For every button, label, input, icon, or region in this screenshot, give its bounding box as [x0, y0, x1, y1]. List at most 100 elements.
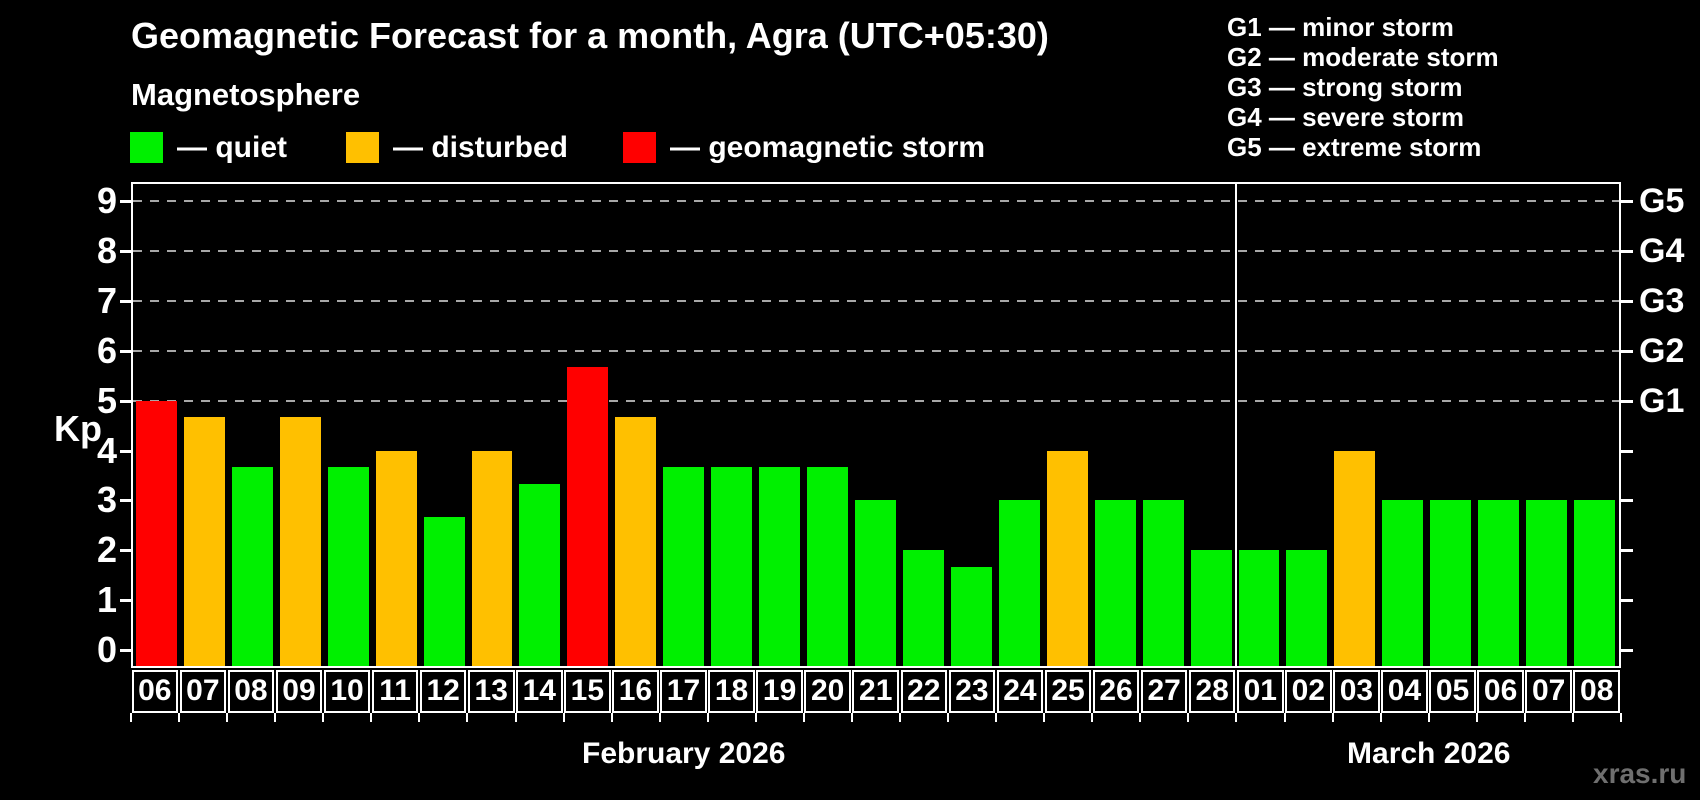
y-tick-right-1 [1621, 599, 1633, 603]
y-tick-label-1: 1 [96, 579, 117, 621]
kp-bar-day-28 [1190, 550, 1232, 666]
day-label-05: 05 [1429, 670, 1476, 713]
legend-label-disturbed: — disturbed [393, 130, 569, 164]
kp-bar-day-18 [711, 467, 753, 666]
kp-bar-day-06 [136, 400, 177, 666]
y-tick-left-3 [120, 499, 131, 503]
y-tick-left-6 [120, 349, 131, 353]
y-tick-left-8 [120, 250, 131, 254]
y-tick-right-9 [1621, 200, 1633, 204]
chart-title: Geomagnetic Forecast for a month, Agra (… [131, 15, 1049, 56]
y-tick-right-4 [1621, 449, 1633, 453]
y-tick-right-5 [1621, 399, 1633, 403]
day-label-14: 14 [516, 670, 563, 713]
day-label-07: 07 [179, 670, 227, 713]
y-tick-right-0 [1621, 649, 1633, 652]
gridline-kp8 [133, 250, 1619, 253]
watermark: xras.ru [1593, 758, 1687, 789]
x-boundary-tick-10 [610, 713, 613, 722]
day-label-24: 24 [996, 670, 1044, 713]
x-boundary-tick-24 [1283, 713, 1286, 722]
y-tick-label-9: 9 [96, 180, 117, 222]
month-separator [1234, 184, 1237, 666]
x-boundary-tick-21 [1139, 713, 1142, 722]
gridline-kp6 [133, 349, 1619, 352]
y-tick-label-2: 2 [96, 529, 117, 571]
g-legend-line-3: G3 — strong storm [1227, 72, 1463, 102]
kp-bar-day-20 [807, 467, 849, 666]
y-tick-left-4 [120, 449, 131, 453]
day-label-13: 13 [467, 670, 515, 713]
x-boundary-tick-16 [899, 713, 902, 722]
y-tick-label-6: 6 [96, 329, 117, 371]
g-legend-line-4: G4 — severe storm [1227, 102, 1465, 132]
kp-bar-day-15 [567, 367, 609, 666]
x-boundary-tick-12 [706, 713, 709, 722]
g-level-label-G3: G3 [1639, 282, 1685, 321]
kp-bar-day-02 [1286, 550, 1328, 666]
gridline-kp5 [133, 399, 1619, 402]
legend-label-quiet: — quiet [177, 130, 287, 164]
month-label-february: February 2026 [582, 737, 786, 770]
kp-bar-day-07 [1526, 500, 1568, 666]
kp-bar-day-08 [1574, 500, 1615, 666]
y-tick-label-5: 5 [96, 379, 117, 421]
day-label-23: 23 [948, 670, 996, 713]
kp-bar-day-24 [998, 500, 1040, 666]
x-boundary-tick-4 [322, 713, 325, 722]
g-level-label-G2: G2 [1639, 331, 1685, 370]
day-label-08: 08 [1573, 670, 1620, 713]
day-label-22: 22 [900, 670, 948, 713]
gridline-kp7 [133, 300, 1619, 303]
x-boundary-tick-11 [658, 713, 661, 722]
kp-bar-day-09 [279, 417, 321, 666]
g-legend-line-1: G1 — minor storm [1227, 12, 1454, 42]
legend-item-disturbed: — disturbed [346, 131, 568, 164]
x-boundary-tick-17 [947, 713, 950, 722]
g-scale-legend: G1 — minor storm G2 — moderate storm G3 — … [1227, 12, 1499, 162]
day-label-03: 03 [1333, 670, 1380, 713]
day-label-27: 27 [1140, 670, 1188, 713]
x-boundary-tick-29 [1523, 713, 1526, 722]
day-label-19: 19 [756, 670, 803, 713]
kp-bar-day-13 [471, 450, 513, 666]
day-label-06: 06 [1477, 670, 1524, 713]
y-tick-left-0 [120, 649, 131, 652]
y-tick-label-8: 8 [96, 230, 117, 272]
legend-swatch-disturbed [346, 132, 379, 163]
x-boundary-tick-30 [1571, 713, 1574, 722]
day-label-17: 17 [660, 670, 707, 713]
y-tick-left-5 [120, 399, 131, 403]
x-boundary-tick-6 [418, 713, 421, 722]
day-label-26: 26 [1092, 670, 1140, 713]
day-label-18: 18 [708, 670, 755, 713]
day-label-07: 07 [1525, 670, 1572, 713]
x-boundary-tick-2 [226, 713, 229, 722]
day-label-10: 10 [323, 670, 371, 713]
day-label-11: 11 [371, 670, 419, 713]
x-boundary-tick-1 [178, 713, 181, 722]
y-axis-label: Kp [54, 408, 102, 449]
kp-bar-day-16 [615, 417, 657, 666]
kp-bar-day-19 [759, 467, 801, 666]
kp-bar-day-27 [1142, 500, 1184, 666]
legend-label-storm: — geomagnetic storm [670, 130, 986, 164]
day-label-12: 12 [419, 670, 467, 713]
x-boundary-tick-3 [274, 713, 277, 722]
legend-item-storm: — geomagnetic storm [623, 131, 985, 164]
day-label-06: 06 [131, 670, 179, 713]
x-boundary-tick-20 [1091, 713, 1094, 722]
g-legend-line-2: G2 — moderate storm [1227, 42, 1499, 72]
x-boundary-tick-23 [1235, 713, 1238, 722]
y-tick-left-1 [120, 599, 131, 603]
x-boundary-tick-13 [754, 713, 757, 722]
day-label-21: 21 [852, 670, 900, 713]
y-tick-right-2 [1621, 549, 1633, 553]
y-tick-label-3: 3 [96, 479, 117, 521]
y-tick-right-7 [1621, 300, 1633, 304]
day-label-02: 02 [1285, 670, 1332, 713]
kp-bar-day-01 [1238, 550, 1280, 666]
day-label-16: 16 [612, 670, 659, 713]
g-level-label-G4: G4 [1639, 232, 1685, 271]
